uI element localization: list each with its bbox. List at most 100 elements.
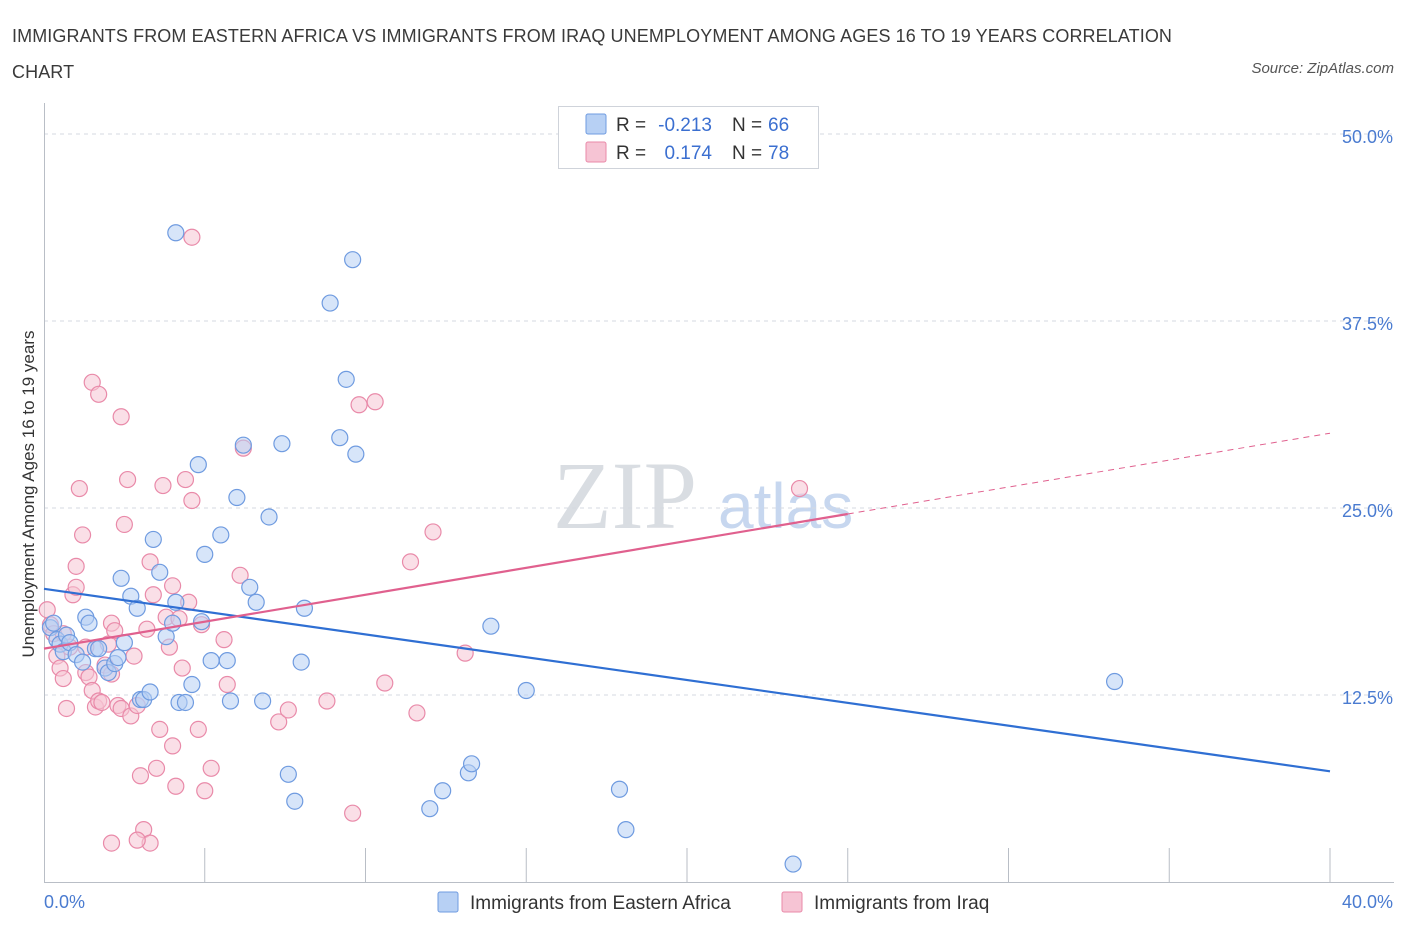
bottom-legend-swatch-iraq — [781, 891, 803, 913]
data-point-eastern-africa — [189, 456, 207, 474]
trend-line-iraq-extrapolated — [847, 432, 1331, 515]
data-point-eastern-africa — [167, 224, 185, 242]
legend-n-label-blue: N = — [732, 115, 762, 136]
legend-r-value-blue: -0.213 — [658, 115, 712, 136]
data-point-eastern-africa — [286, 792, 304, 810]
y-tick-label: 12.5% — [1342, 688, 1393, 708]
data-point-iraq — [70, 479, 88, 498]
data-point-eastern-africa — [421, 800, 439, 818]
data-point-iraq — [138, 620, 156, 638]
data-point-eastern-africa — [279, 765, 297, 783]
legend-r-label-pink: R = — [616, 143, 646, 164]
x-tick-label-min: 0.0% — [44, 892, 85, 912]
data-point-iraq — [118, 470, 137, 489]
data-point-iraq — [54, 669, 72, 688]
legend-n-value-pink: 78 — [768, 143, 789, 164]
y-tick-label: 37.5% — [1342, 314, 1393, 334]
data-point-eastern-africa — [247, 593, 265, 611]
data-point-eastern-africa — [331, 429, 349, 447]
data-point-eastern-africa — [517, 681, 535, 700]
data-point-eastern-africa — [1105, 672, 1124, 691]
data-point-iraq — [344, 804, 362, 822]
data-point-iraq — [176, 470, 195, 489]
data-point-iraq — [376, 674, 394, 692]
legend-r-label-blue: R = — [616, 115, 646, 136]
data-point-iraq — [125, 647, 143, 665]
legend-r-value-pink: 0.174 — [664, 143, 712, 164]
data-point-eastern-africa — [45, 614, 63, 632]
trend-line-eastern-africa — [43, 587, 1331, 773]
data-point-iraq — [106, 622, 124, 640]
data-point-eastern-africa — [183, 675, 201, 694]
data-point-eastern-africa — [482, 617, 500, 635]
data-point-iraq — [215, 631, 233, 649]
data-point-iraq — [318, 692, 336, 710]
data-point-eastern-africa — [151, 563, 169, 581]
y-tick-labels: 12.5% 25.0% 37.5% 50.0% — [1342, 127, 1393, 708]
data-point-iraq — [151, 720, 169, 739]
watermark-atlas: atlas — [718, 470, 853, 542]
y-axis-label: Unemployment Among Ages 16 to 19 years — [19, 331, 38, 658]
data-point-eastern-africa — [73, 653, 92, 671]
data-point-eastern-africa — [228, 488, 246, 507]
data-point-iraq — [164, 737, 182, 755]
y-tick-label: 25.0% — [1342, 501, 1393, 521]
legend-swatch-pink — [585, 141, 607, 163]
legend-n-value-blue: 66 — [768, 115, 789, 136]
data-point-iraq — [408, 704, 426, 722]
trend-line-iraq — [43, 512, 848, 650]
data-point-iraq — [270, 713, 288, 731]
data-point-eastern-africa — [128, 599, 146, 617]
data-point-eastern-africa — [141, 683, 159, 701]
y-tick-label: 50.0% — [1342, 127, 1393, 147]
data-point-eastern-africa — [176, 693, 195, 712]
data-point-iraq — [424, 523, 442, 541]
data-point-iraq — [131, 767, 150, 785]
x-tick-label-max: 40.0% — [1342, 892, 1393, 912]
data-point-iraq — [144, 586, 162, 604]
data-point-iraq — [147, 759, 166, 777]
data-point-eastern-africa — [80, 614, 98, 632]
legend-n-label-pink: N = — [732, 143, 762, 164]
data-point-eastern-africa — [241, 578, 259, 596]
bottom-legend-swatch-eastern-africa — [437, 891, 459, 913]
data-point-eastern-africa — [90, 640, 108, 658]
data-point-iraq — [67, 578, 85, 596]
data-point-iraq — [231, 566, 249, 584]
data-point-iraq — [218, 675, 236, 694]
correlation-legend: R = -0.213 N = 66 R = 0.174 N = 78 — [558, 106, 819, 169]
data-point-eastern-africa — [144, 530, 162, 549]
data-point-iraq — [350, 396, 368, 414]
data-point-iraq — [73, 526, 92, 544]
data-point-eastern-africa — [196, 545, 214, 563]
data-point-iraq — [164, 577, 182, 595]
data-point-iraq — [115, 515, 133, 534]
data-point-iraq — [57, 699, 76, 718]
data-point-eastern-africa — [344, 251, 362, 269]
data-point-iraq — [202, 759, 220, 777]
data-point-iraq — [112, 408, 130, 426]
series-eastern-africa-points — [41, 224, 1124, 873]
data-point-iraq — [183, 228, 201, 246]
data-point-eastern-africa — [337, 370, 355, 388]
data-point-eastern-africa — [218, 651, 236, 670]
bottom-legend-label-iraq: Immigrants from Iraq — [814, 893, 989, 914]
axes — [44, 103, 1394, 883]
data-point-iraq — [102, 834, 121, 852]
x-ticks — [204, 848, 1331, 882]
bottom-legend-label-eastern-africa: Immigrants from Eastern Africa — [470, 893, 731, 914]
data-point-eastern-africa — [784, 855, 802, 873]
data-point-eastern-africa — [273, 435, 291, 453]
data-point-eastern-africa — [221, 692, 240, 710]
data-point-eastern-africa — [617, 821, 635, 839]
trend-lines — [43, 432, 1331, 773]
data-point-iraq — [401, 553, 420, 571]
series-legend: Immigrants from Eastern Africa Immigrant… — [437, 891, 989, 914]
data-point-iraq — [196, 782, 214, 800]
data-point-eastern-africa — [260, 508, 278, 526]
data-point-eastern-africa — [434, 782, 452, 800]
chart-title: IMMIGRANTS FROM EASTERN AFRICA VS IMMIGR… — [12, 26, 1173, 82]
data-point-iraq — [366, 393, 384, 411]
data-point-iraq — [189, 720, 207, 739]
